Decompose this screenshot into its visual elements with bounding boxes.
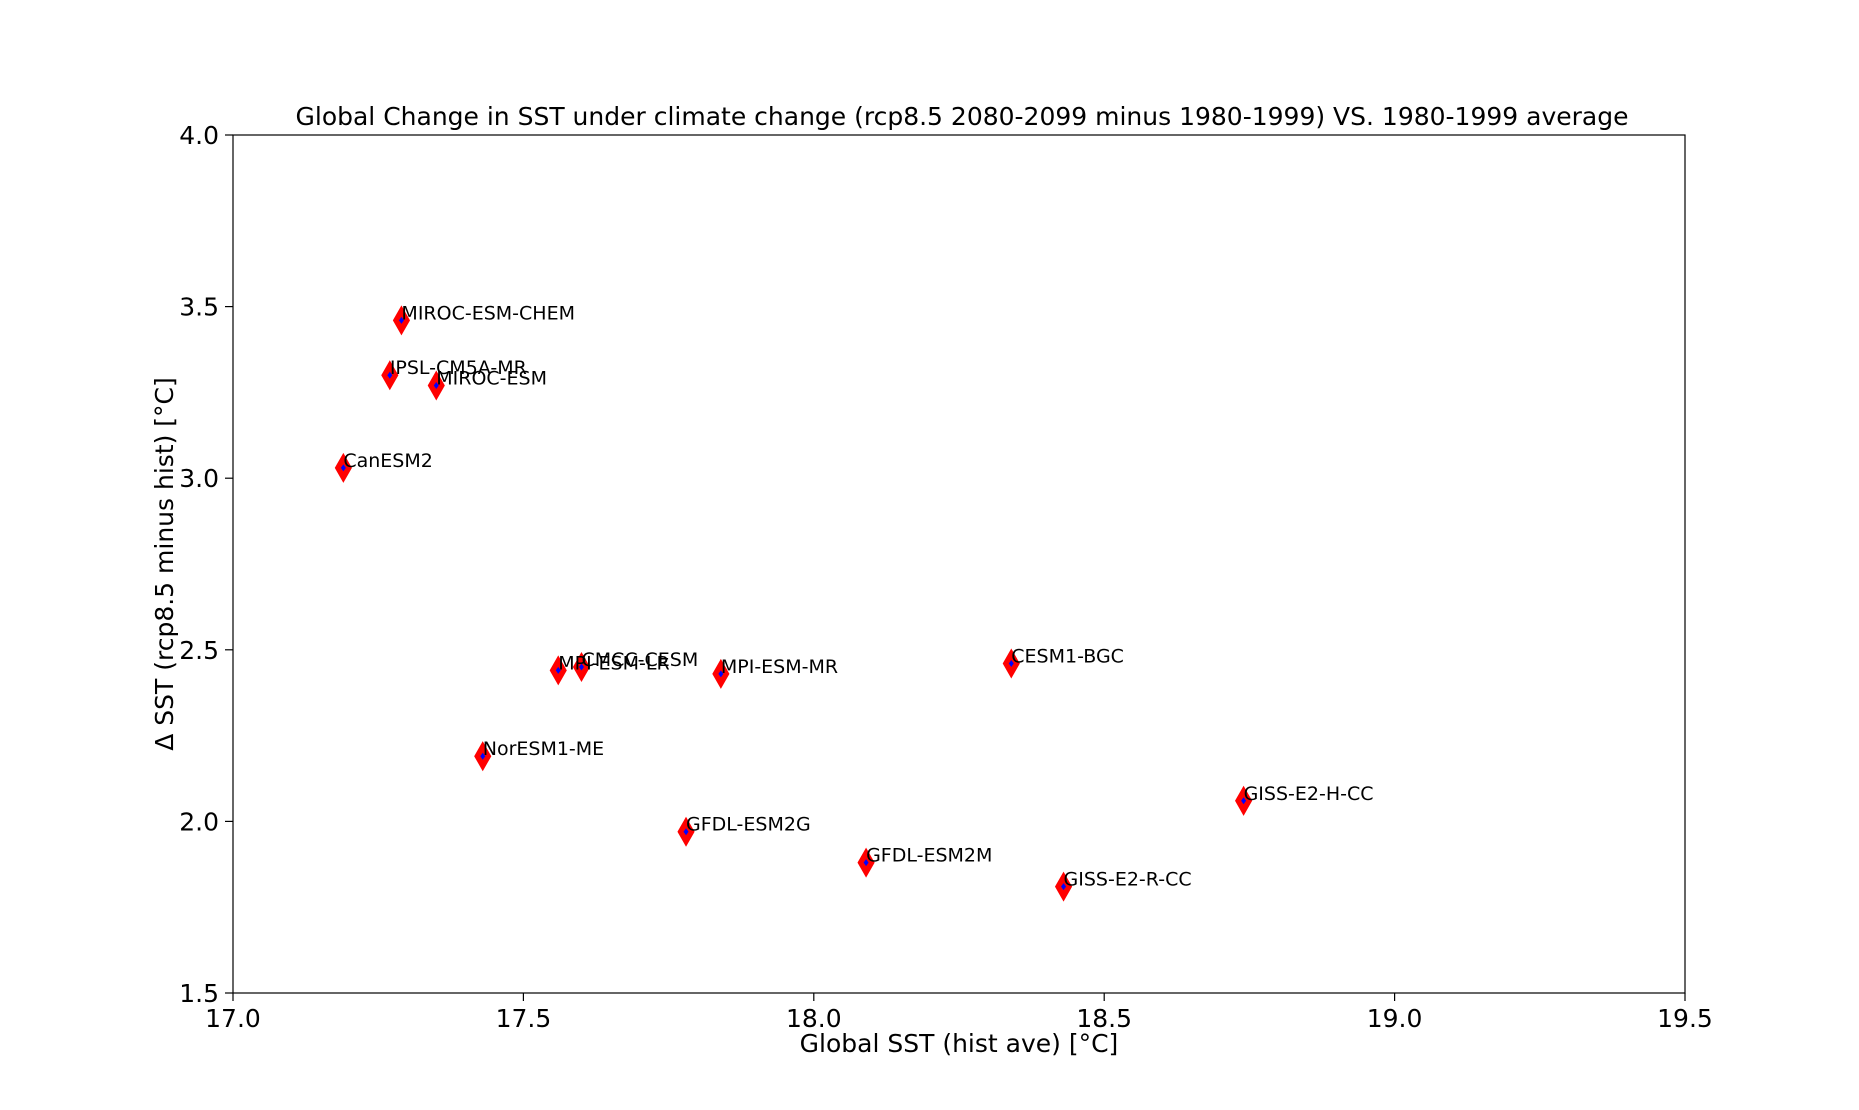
y-axis-label: Δ SST (rcp8.5 minus hist) [°C] <box>150 377 179 751</box>
data-point-inner-marker <box>433 382 439 390</box>
data-point-label: GISS-E2-R-CC <box>1064 869 1192 891</box>
data-point-label: GFDL-ESM2M <box>866 845 992 867</box>
data-point-label: MIROC-ESM-CHEM <box>401 302 575 324</box>
data-point-label: MPI-ESM-LR <box>558 652 669 674</box>
y-tick-label: 2.5 <box>179 636 219 665</box>
y-tick-label: 3.0 <box>179 464 219 493</box>
data-point-label: NorESM1-ME <box>483 738 604 760</box>
data-point-inner-marker <box>718 670 724 678</box>
data-point-label: CanESM2 <box>343 450 433 472</box>
data-point-inner-marker <box>1241 797 1247 805</box>
data-point-inner-marker <box>398 316 404 324</box>
x-tick-label: 19.5 <box>1657 1004 1713 1033</box>
data-point-inner-marker <box>340 464 346 472</box>
x-axis: 17.0 17.5 18.0 18.5 19.0 19.5 <box>205 993 1713 1033</box>
data-point-label: CMCC-CESM <box>581 649 698 671</box>
x-tick-label: 17.0 <box>205 1004 261 1033</box>
data-point-label: IPSL-CM5A-MR <box>390 357 527 379</box>
plot-area-frame <box>232 134 1686 994</box>
data-point-label: MPI-ESM-MR <box>721 656 838 678</box>
y-axis: 1.5 2.0 2.5 3.0 3.5 4.0 <box>179 121 233 1008</box>
chart-title: Global Change in SST under climate chang… <box>296 102 1629 131</box>
data-point-inner-marker <box>480 752 486 760</box>
data-point-inner-marker <box>863 859 869 867</box>
data-point-label: GISS-E2-H-CC <box>1244 783 1374 805</box>
points-layer <box>334 305 1253 902</box>
y-tick-label: 4.0 <box>179 121 219 150</box>
data-point-label: GFDL-ESM2G <box>686 814 811 836</box>
x-tick-label: 17.5 <box>496 1004 552 1033</box>
data-point-inner-marker <box>555 666 561 674</box>
x-tick-label: 18.5 <box>1076 1004 1132 1033</box>
x-tick-label: 19.0 <box>1367 1004 1423 1033</box>
y-tick-label: 1.5 <box>179 979 219 1008</box>
data-point-inner-marker <box>387 371 393 379</box>
x-axis-label: Global SST (hist ave) [°C] <box>800 1029 1119 1058</box>
data-point-inner-marker <box>683 828 689 836</box>
data-point-inner-marker <box>1008 660 1014 668</box>
y-tick-label: 3.5 <box>179 293 219 322</box>
y-tick-label: 2.0 <box>179 807 219 836</box>
x-tick-label: 18.0 <box>786 1004 842 1033</box>
data-point-inner-marker <box>1061 883 1067 891</box>
data-point-label: CESM1-BGC <box>1011 646 1124 668</box>
data-point-inner-marker <box>578 663 584 671</box>
data-point-label: MIROC-ESM <box>436 368 547 390</box>
